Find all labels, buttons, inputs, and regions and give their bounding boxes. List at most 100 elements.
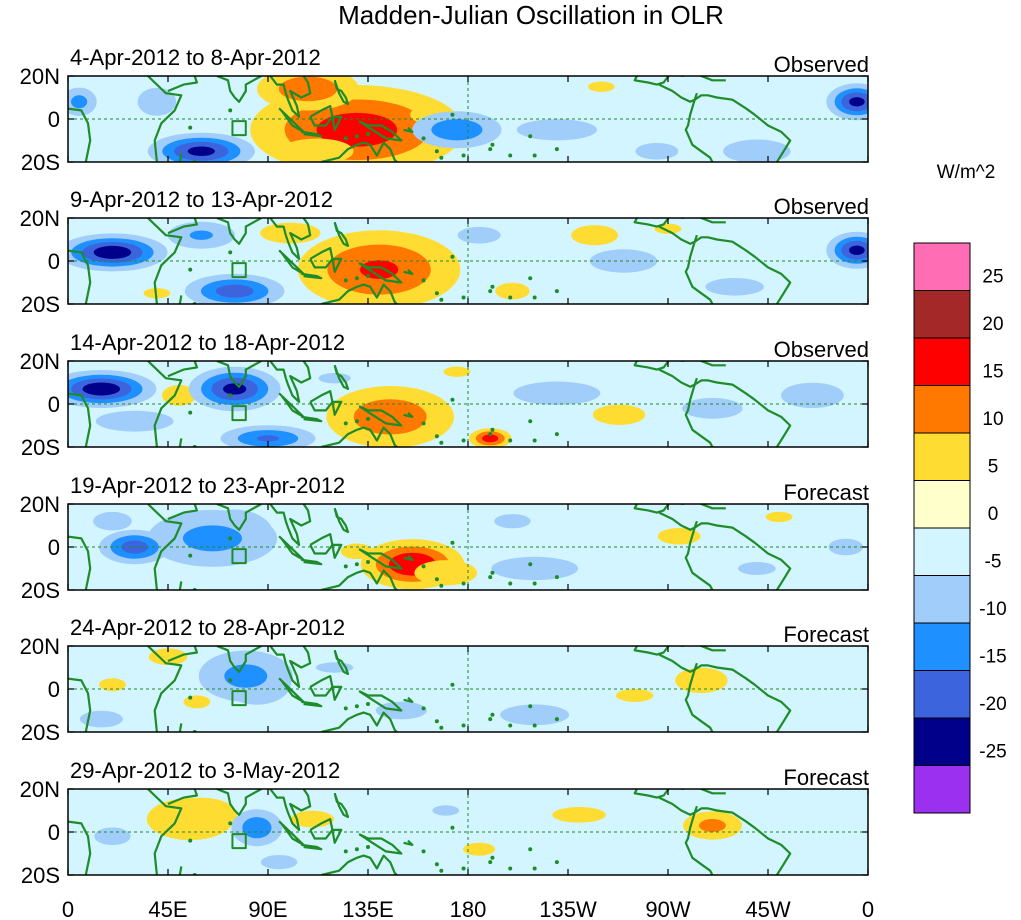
olr-anomaly-contour (592, 404, 646, 425)
coastline (178, 438, 183, 447)
olr-anomaly-contour (443, 366, 471, 377)
island-marker (528, 847, 533, 852)
coastline (358, 262, 403, 284)
coastline (167, 504, 198, 521)
island-marker (228, 250, 233, 255)
colorbar-label: 0 (988, 504, 999, 525)
panel-kind-label: Forecast (783, 480, 869, 505)
colorbar-swatch (913, 622, 971, 671)
coastline (147, 504, 183, 590)
panel-kind-label: Observed (774, 337, 869, 362)
island-marker (488, 860, 493, 865)
colorbar-label: 5 (988, 457, 999, 478)
island-marker (508, 723, 513, 728)
coastline (68, 249, 92, 304)
colorbar-label: 15 (982, 362, 1003, 383)
olr-anomaly-contour (137, 87, 177, 116)
coastline (216, 504, 262, 531)
coastline (694, 664, 792, 732)
coastline (633, 504, 670, 514)
coastline (333, 649, 350, 676)
coastline (321, 854, 398, 875)
olr-anomaly-contour (93, 511, 132, 531)
island-marker (188, 125, 193, 130)
lat-tick-label: 20N (20, 64, 60, 89)
coastline (403, 126, 414, 133)
coastline (333, 507, 350, 534)
island-marker (421, 136, 426, 141)
coastlines (68, 218, 792, 304)
olr-anomaly-contour (699, 819, 726, 833)
region-box (231, 833, 247, 850)
coastline (684, 527, 714, 590)
coastline (681, 76, 726, 82)
region-box (231, 548, 247, 565)
island-marker (439, 297, 444, 302)
island-marker (188, 695, 193, 700)
olr-anomaly-contour (146, 798, 234, 841)
coastline (178, 295, 183, 304)
olr-anomaly-contour (615, 688, 654, 702)
island-marker (421, 706, 426, 711)
island-marker (343, 136, 348, 141)
island-marker (490, 712, 495, 717)
island-marker (490, 142, 495, 147)
coastline (178, 723, 183, 732)
coastline (147, 361, 183, 447)
coastline (358, 120, 403, 142)
panel-kind-label: Forecast (783, 765, 869, 790)
island-marker (450, 254, 455, 259)
coastline (681, 504, 726, 510)
island-marker (343, 278, 348, 283)
coastline (681, 789, 726, 795)
island-marker (421, 849, 426, 854)
island-marker (188, 410, 193, 415)
coastline (358, 548, 403, 570)
coastline (333, 792, 350, 819)
coastline (694, 94, 792, 162)
island-marker (532, 723, 537, 728)
coastline (684, 99, 714, 162)
anomaly-field (93, 509, 863, 590)
island-marker (532, 581, 537, 586)
coastline (331, 543, 343, 559)
olr-anomaly-contour (675, 667, 728, 694)
coastlines (68, 504, 792, 590)
island-marker (366, 417, 370, 422)
island-marker (508, 295, 513, 300)
island-marker (488, 717, 493, 722)
olr-anomaly-contour (495, 282, 530, 300)
panel-date-label: 29-Apr-2012 to 3-May-2012 (70, 758, 340, 783)
island-marker (434, 862, 439, 867)
olr-anomaly-contour (513, 381, 601, 405)
coastline (684, 669, 714, 732)
island-marker (343, 706, 348, 711)
island-marker (450, 540, 455, 545)
panel-date-label: 19-Apr-2012 to 23-Apr-2012 (70, 473, 345, 498)
coastline (301, 843, 323, 851)
olr-anomaly-contour (491, 556, 579, 581)
olr-anomaly-contour (95, 410, 174, 432)
island-marker (532, 438, 537, 443)
island-marker (461, 153, 466, 158)
coastline (331, 257, 343, 273)
island-marker (528, 276, 533, 281)
olr-anomaly-contour (71, 95, 88, 109)
lat-tick-label: 20N (20, 634, 60, 659)
island-marker (439, 440, 444, 445)
olr-anomaly-contour (635, 142, 679, 160)
island-marker (354, 276, 359, 281)
coastline (681, 646, 726, 652)
island-marker (434, 434, 439, 439)
olr-anomaly-contour (414, 560, 478, 586)
island-marker (366, 702, 370, 707)
island-marker (343, 421, 348, 426)
coastline (167, 218, 198, 235)
island-marker (532, 153, 537, 158)
coastline (633, 76, 670, 86)
coastline (216, 218, 262, 245)
island-marker (508, 153, 513, 158)
island-marker (354, 419, 359, 424)
island-marker (461, 295, 466, 300)
olr-anomaly-contour (849, 97, 865, 107)
